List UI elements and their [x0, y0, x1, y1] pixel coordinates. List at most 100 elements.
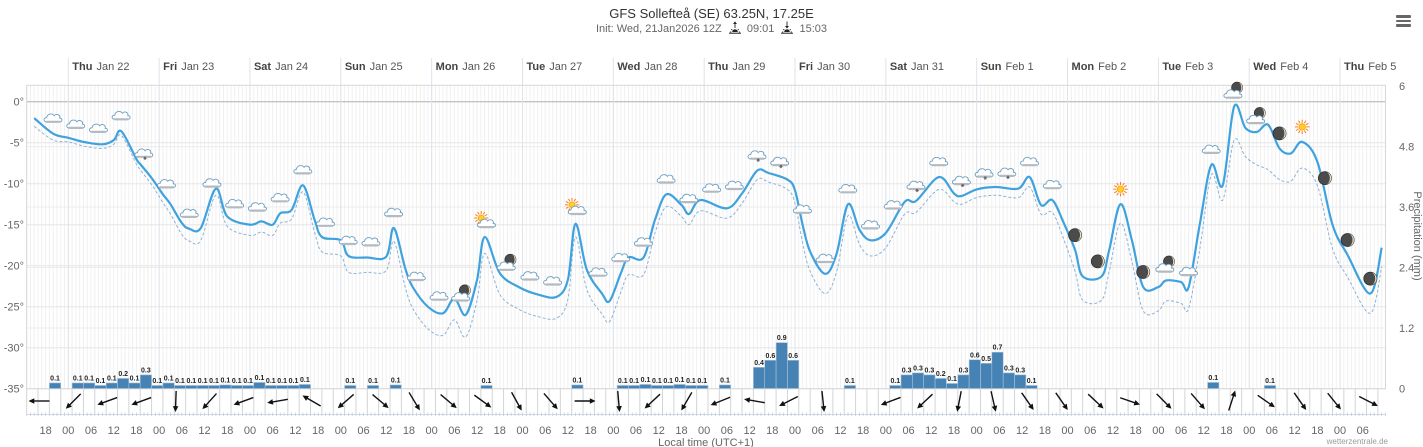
day-date: Jan 22 — [96, 61, 129, 73]
wind-arrow — [681, 391, 693, 411]
weather-icon-cloud — [792, 204, 812, 214]
day-label: Mon Feb 2 — [1072, 61, 1127, 73]
precip-bar — [83, 382, 96, 389]
weather-icon-moon — [1318, 171, 1332, 186]
sun-ray — [484, 214, 488, 217]
wind-arrow-shaft — [920, 393, 933, 406]
wind-arrow-head — [484, 401, 492, 408]
cloud-shape — [429, 291, 449, 301]
wind-arrow-head — [589, 398, 596, 404]
precip-bar — [185, 385, 198, 389]
hour-tick-label: 06 — [1175, 425, 1187, 437]
hour-tick-label: 18 — [494, 425, 506, 437]
day-date: Jan 27 — [549, 61, 582, 73]
cloud-body — [906, 180, 926, 190]
cloud-base — [386, 215, 402, 218]
precip-bar — [1264, 385, 1277, 389]
wind-arrow-shaft — [748, 399, 765, 404]
wind-arrow-shaft — [783, 395, 799, 405]
moon-disc — [1340, 233, 1355, 247]
hour-tick-label: 00 — [789, 425, 801, 437]
day-name: Wed — [617, 61, 640, 73]
precip-bar — [900, 374, 913, 389]
day-name: Fri — [799, 61, 813, 73]
wind-arrow — [1327, 392, 1341, 410]
hour-tick-label: 06 — [267, 425, 279, 437]
weather-icon-moon — [1090, 254, 1105, 269]
hour-tick-label: 12 — [1016, 425, 1028, 437]
precip-bar — [139, 374, 152, 389]
precip-bar — [639, 384, 652, 389]
cloud-shape — [588, 267, 608, 277]
cloud-shape — [702, 183, 722, 193]
hour-tick-label: 00 — [1243, 425, 1255, 437]
precip-bar-label: 0.1 — [130, 375, 140, 382]
moon-shape — [1231, 81, 1243, 94]
precip-tick-label: 3.6 — [1399, 202, 1414, 214]
cloud-shape — [656, 174, 676, 184]
hour-tick-label: 18 — [221, 425, 233, 437]
wind-arrow-head — [991, 405, 998, 412]
cloud-base — [681, 201, 697, 204]
weather-icon-moon-cloud — [496, 253, 517, 271]
weather-icon-cloud — [656, 174, 676, 184]
cloud-body — [997, 167, 1017, 177]
precip-bar — [71, 382, 84, 389]
cloud-body — [702, 183, 722, 193]
weather-icon-cloud — [247, 202, 267, 212]
cloud-base — [431, 298, 447, 301]
precip-bar — [219, 384, 232, 389]
day-label: Fri Jan 30 — [799, 61, 850, 73]
cloud-base — [727, 187, 742, 191]
hour-tick-label: 06 — [630, 425, 642, 437]
precip-bar-label: 0.1 — [186, 378, 196, 385]
wind-arrow-shaft — [341, 393, 355, 406]
hour-tick-label: 12 — [1198, 425, 1210, 437]
day-label: Sun Jan 25 — [345, 61, 403, 73]
snow-stroke — [915, 188, 919, 193]
hour-tick-label: 18 — [312, 425, 324, 437]
cloud-shape — [451, 292, 471, 302]
wind-arrow-head — [1198, 403, 1205, 410]
wind-arrow-shaft — [408, 392, 418, 407]
wind-arrow-shaft — [1119, 397, 1136, 404]
hour-tick-label: 06 — [902, 425, 914, 437]
precip-bar-label: 0.1 — [209, 378, 219, 385]
cloud-shape — [225, 199, 245, 209]
cloud-base — [885, 207, 901, 210]
day-label: Thu Feb 5 — [1344, 61, 1396, 73]
weather-icon-cloud-snow — [997, 167, 1017, 180]
sun-ray — [474, 219, 478, 222]
moon-shape — [1253, 107, 1266, 119]
moon-shape — [504, 253, 517, 266]
precip-axis-title: Precipitation (mm) — [1411, 191, 1423, 280]
cloud-body — [384, 207, 404, 217]
cloud-body — [247, 202, 267, 211]
chart-menu-button[interactable] — [1396, 15, 1411, 28]
cloud-body — [477, 218, 496, 228]
snow-flake — [143, 156, 147, 160]
hour-tick-label: 06 — [1084, 425, 1096, 437]
day-date: Feb 1 — [1005, 61, 1033, 73]
hour-tick-label: 06 — [539, 425, 551, 437]
snow-stroke — [984, 176, 987, 180]
precip-tick-label: 6 — [1399, 81, 1405, 93]
day-label: Wed Jan 28 — [617, 61, 677, 73]
hamburger-menu-icon-bar — [1396, 15, 1411, 18]
wind-arrow — [1293, 392, 1307, 411]
cloud-shape — [679, 193, 699, 204]
weather-icon-cloud — [633, 237, 653, 247]
sun-ray — [1298, 130, 1301, 134]
temp-tick-label: -10° — [4, 179, 24, 191]
precip-tick-label: 1.2 — [1399, 323, 1414, 335]
weather-icon-cloud — [270, 193, 290, 203]
cloud-body — [202, 178, 222, 187]
cloud-shape — [861, 220, 880, 230]
cloud-base — [453, 299, 469, 302]
precip-bar-label: 0.1 — [686, 378, 696, 385]
hour-tick-label: 18 — [1039, 425, 1051, 437]
precip-bar — [105, 382, 118, 389]
weather-icon-cloud — [88, 123, 108, 133]
wind-arrow-head — [382, 402, 389, 409]
precip-bar — [616, 385, 629, 389]
